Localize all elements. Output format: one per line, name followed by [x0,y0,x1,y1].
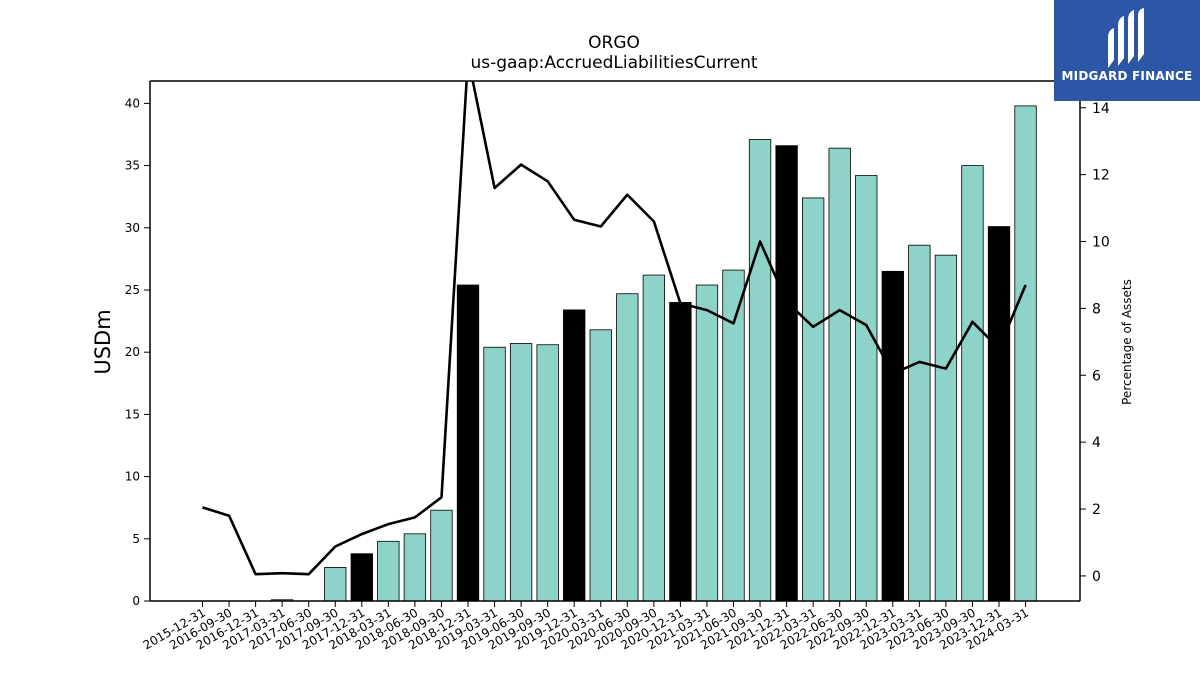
y-tick-label-40: 40 [125,96,140,110]
bar-2019-06-30 [509,343,533,602]
bar-2018-03-31 [377,540,400,602]
chart-subtitle: us-gaap:AccruedLiabilitiesCurrent [470,53,757,73]
chart-title: ORGO [588,33,640,53]
bar-2022-12-31 [881,270,904,602]
bar-2023-12-31 [987,226,1011,602]
bar-2018-09-30 [430,509,453,602]
bar-2017-12-31 [350,553,373,602]
y2-tick-label-2: 2 [1092,502,1101,518]
bar-2017-09-30 [324,567,347,602]
y-tick-label-20: 20 [125,345,140,359]
bar-2018-12-31 [456,284,480,602]
logo-text: MIDGARD FINANCE [1061,69,1193,83]
axes-layer: 0510152025303540024681012142015-12-31201… [125,80,1110,652]
y-tick-label-30: 30 [125,221,140,235]
bar-2022-03-31 [802,197,825,602]
y-tick-label-15: 15 [125,407,140,421]
y2-tick-label-10: 10 [1092,235,1110,251]
bar-2019-09-30 [536,344,559,602]
y-tick-label-0: 0 [132,594,140,608]
bar-2021-03-31 [695,284,719,602]
series-line-percentage [202,81,1027,576]
bar-2018-06-30 [403,533,427,602]
bar-2023-03-31 [908,244,931,602]
y-tick-label-25: 25 [125,283,140,297]
bar-2023-06-30 [934,254,958,602]
bar-2020-03-31 [589,329,612,602]
bar-2019-12-31 [563,309,586,602]
y2-tick-label-0: 0 [1092,569,1101,585]
bar-2022-06-30 [828,147,851,602]
y2-tick-label-4: 4 [1092,435,1101,451]
midgard-finance-logo: MIDGARD FINANCE [1054,0,1200,101]
y2-axis-label: Percentage of Assets [1120,279,1134,405]
bar-2020-09-30 [642,274,665,602]
bar-2022-09-30 [855,175,878,602]
y2-tick-label-14: 14 [1092,101,1110,117]
bar-2021-09-30 [748,139,772,602]
y-tick-label-5: 5 [132,532,140,546]
bar-2020-06-30 [616,293,639,602]
bar-2021-12-31 [775,145,798,602]
midgard-logo-icon [1108,8,1144,68]
bar-2024-03-31 [1014,105,1037,602]
bar-2020-12-31 [669,302,692,602]
y2-tick-label-6: 6 [1092,368,1101,384]
bars-layer [270,105,1037,602]
y2-tick-label-8: 8 [1092,301,1101,317]
y-tick-label-35: 35 [125,159,140,173]
y2-tick-label-12: 12 [1092,168,1110,184]
y-tick-label-10: 10 [125,470,140,484]
line-layer [202,81,1027,576]
bar-2023-09-30 [961,165,984,602]
y-axis-label: USDm [91,309,115,374]
bar-2019-03-31 [483,346,506,602]
